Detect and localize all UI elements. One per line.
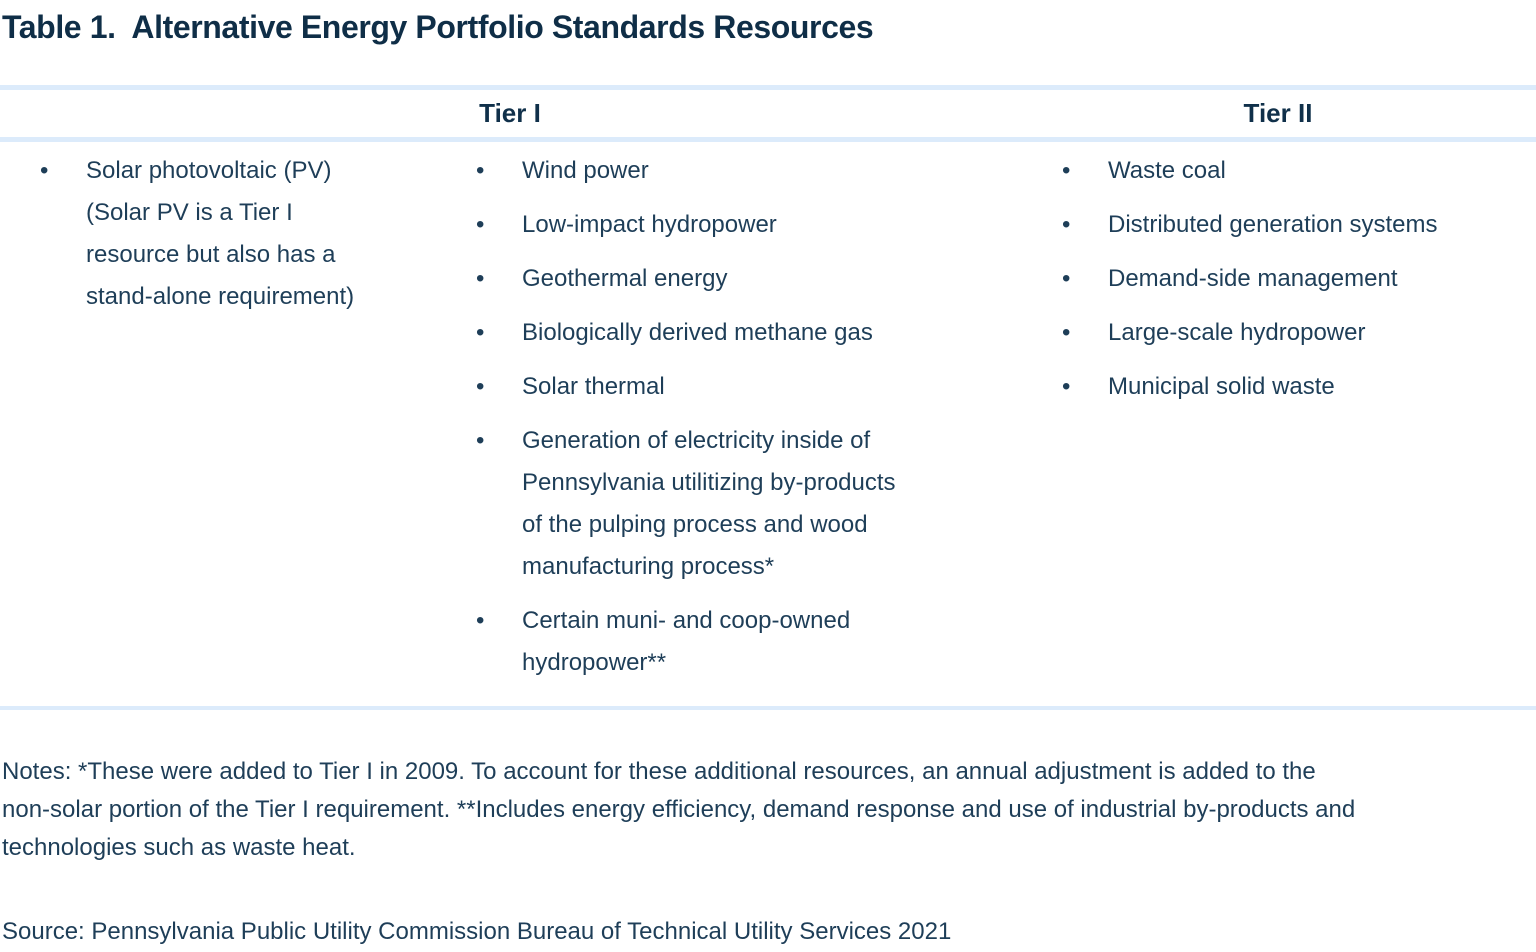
bullet-icon: •	[1062, 211, 1071, 238]
list-item-text: Wind power	[522, 157, 649, 184]
header-top-rule	[0, 85, 1536, 90]
header-bottom-rule	[0, 137, 1536, 142]
list-item-text: Biologically derived methane gas	[522, 319, 873, 346]
bullet-icon: •	[476, 211, 485, 238]
table-bottom-rule	[0, 706, 1536, 710]
bullet-icon: •	[476, 265, 485, 292]
table-header-row: Tier I Tier II	[0, 90, 1536, 137]
list-item-text: Certain muni- and coop-owned hydropower*…	[522, 607, 851, 676]
list-item-text: Large-scale hydropower	[1108, 319, 1366, 346]
table-figure: Table 1. Alternative Energy Portfolio St…	[0, 8, 1536, 952]
list-item: • Large-scale hydropower	[1062, 312, 1530, 354]
list-item-text: Distributed generation systems	[1108, 211, 1438, 238]
tier1-solar-cell: • Solar photovoltaic (PV) (Solar PV is a…	[0, 150, 462, 696]
bullet-icon: •	[1062, 265, 1071, 292]
bullet-icon: •	[1062, 157, 1071, 184]
bullet-icon: •	[1062, 319, 1071, 346]
list-item-text: Low-impact hydropower	[522, 211, 777, 238]
tier1-resources-cell: • Wind power • Low-impact hydropower • G…	[462, 150, 1020, 696]
list-item: • Solar photovoltaic (PV) (Solar PV is a…	[40, 150, 456, 318]
list-item: • Low-impact hydropower	[476, 204, 1014, 246]
bullet-icon: •	[476, 157, 485, 184]
table-notes: Notes: *These were added to Tier I in 20…	[2, 758, 1356, 861]
list-item-text: Waste coal	[1108, 157, 1226, 184]
table-title: Table 1. Alternative Energy Portfolio St…	[2, 9, 874, 45]
list-item: • Solar thermal	[476, 366, 1014, 408]
tier2-resources-cell: • Waste coal • Distributed generation sy…	[1020, 150, 1536, 696]
list-item-text: Solar photovoltaic (PV) (Solar PV is a T…	[86, 157, 355, 310]
list-item: • Geothermal energy	[476, 258, 1014, 300]
bullet-icon: •	[476, 427, 485, 454]
tier2-header: Tier II	[1243, 98, 1313, 128]
bullet-icon: •	[476, 607, 485, 634]
list-item-text: Geothermal energy	[522, 265, 728, 292]
tier1-resources-list: • Wind power • Low-impact hydropower • G…	[462, 150, 1014, 684]
tier2-resources-list: • Waste coal • Distributed generation sy…	[1020, 150, 1530, 408]
list-item: • Municipal solid waste	[1062, 366, 1530, 408]
bullet-icon: •	[476, 373, 485, 400]
list-item: • Demand-side management	[1062, 258, 1530, 300]
tier1-solar-list: • Solar photovoltaic (PV) (Solar PV is a…	[0, 150, 456, 318]
list-item-text: Solar thermal	[522, 373, 665, 400]
list-item-text: Demand-side management	[1108, 265, 1398, 292]
list-item-text: Municipal solid waste	[1108, 373, 1335, 400]
tier1-header: Tier I	[479, 98, 541, 128]
list-item: • Generation of electricity inside of Pe…	[476, 420, 1014, 588]
list-item: • Biologically derived methane gas	[476, 312, 1014, 354]
list-item: • Waste coal	[1062, 150, 1530, 192]
table-source: Source: Pennsylvania Public Utility Comm…	[2, 918, 952, 945]
bullet-icon: •	[1062, 373, 1071, 400]
table-body-row: • Solar photovoltaic (PV) (Solar PV is a…	[0, 142, 1536, 706]
list-item: • Certain muni- and coop-owned hydropowe…	[476, 600, 1014, 684]
list-item: • Wind power	[476, 150, 1014, 192]
list-item: • Distributed generation systems	[1062, 204, 1530, 246]
list-item-text: Generation of electricity inside of Penn…	[522, 427, 896, 580]
bullet-icon: •	[40, 157, 49, 184]
bullet-icon: •	[476, 319, 485, 346]
